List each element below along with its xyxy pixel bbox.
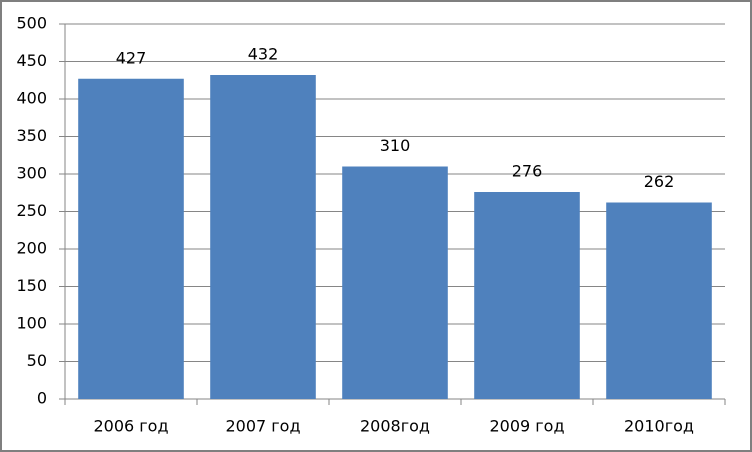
data-label: 276 bbox=[512, 162, 543, 181]
x-tick-label: 2007 год bbox=[225, 417, 300, 436]
x-tick-label: 2008год bbox=[360, 417, 430, 436]
data-label: 432 bbox=[248, 45, 279, 64]
x-tick-label: 2009 год bbox=[489, 417, 564, 436]
bar bbox=[606, 202, 712, 399]
y-tick-label: 350 bbox=[16, 126, 47, 145]
y-tick-label: 0 bbox=[37, 389, 47, 408]
y-tick-label: 450 bbox=[16, 51, 47, 70]
bar bbox=[78, 78, 184, 399]
data-label: 427 bbox=[116, 48, 147, 67]
data-label: 310 bbox=[380, 136, 411, 155]
y-tick-label: 150 bbox=[16, 276, 47, 295]
bar bbox=[342, 166, 448, 399]
y-tick-label: 250 bbox=[16, 201, 47, 220]
y-tick-label: 200 bbox=[16, 239, 47, 258]
bar bbox=[474, 192, 580, 399]
y-tick-label: 300 bbox=[16, 164, 47, 183]
data-label: 262 bbox=[644, 172, 675, 191]
y-tick-label: 100 bbox=[16, 314, 47, 333]
y-tick-label: 50 bbox=[27, 351, 47, 370]
x-tick-label: 2010год bbox=[624, 417, 694, 436]
y-tick-label: 500 bbox=[16, 14, 47, 33]
y-tick-label: 400 bbox=[16, 89, 47, 108]
x-tick-label: 2006 год bbox=[93, 417, 168, 436]
bar bbox=[210, 75, 316, 399]
